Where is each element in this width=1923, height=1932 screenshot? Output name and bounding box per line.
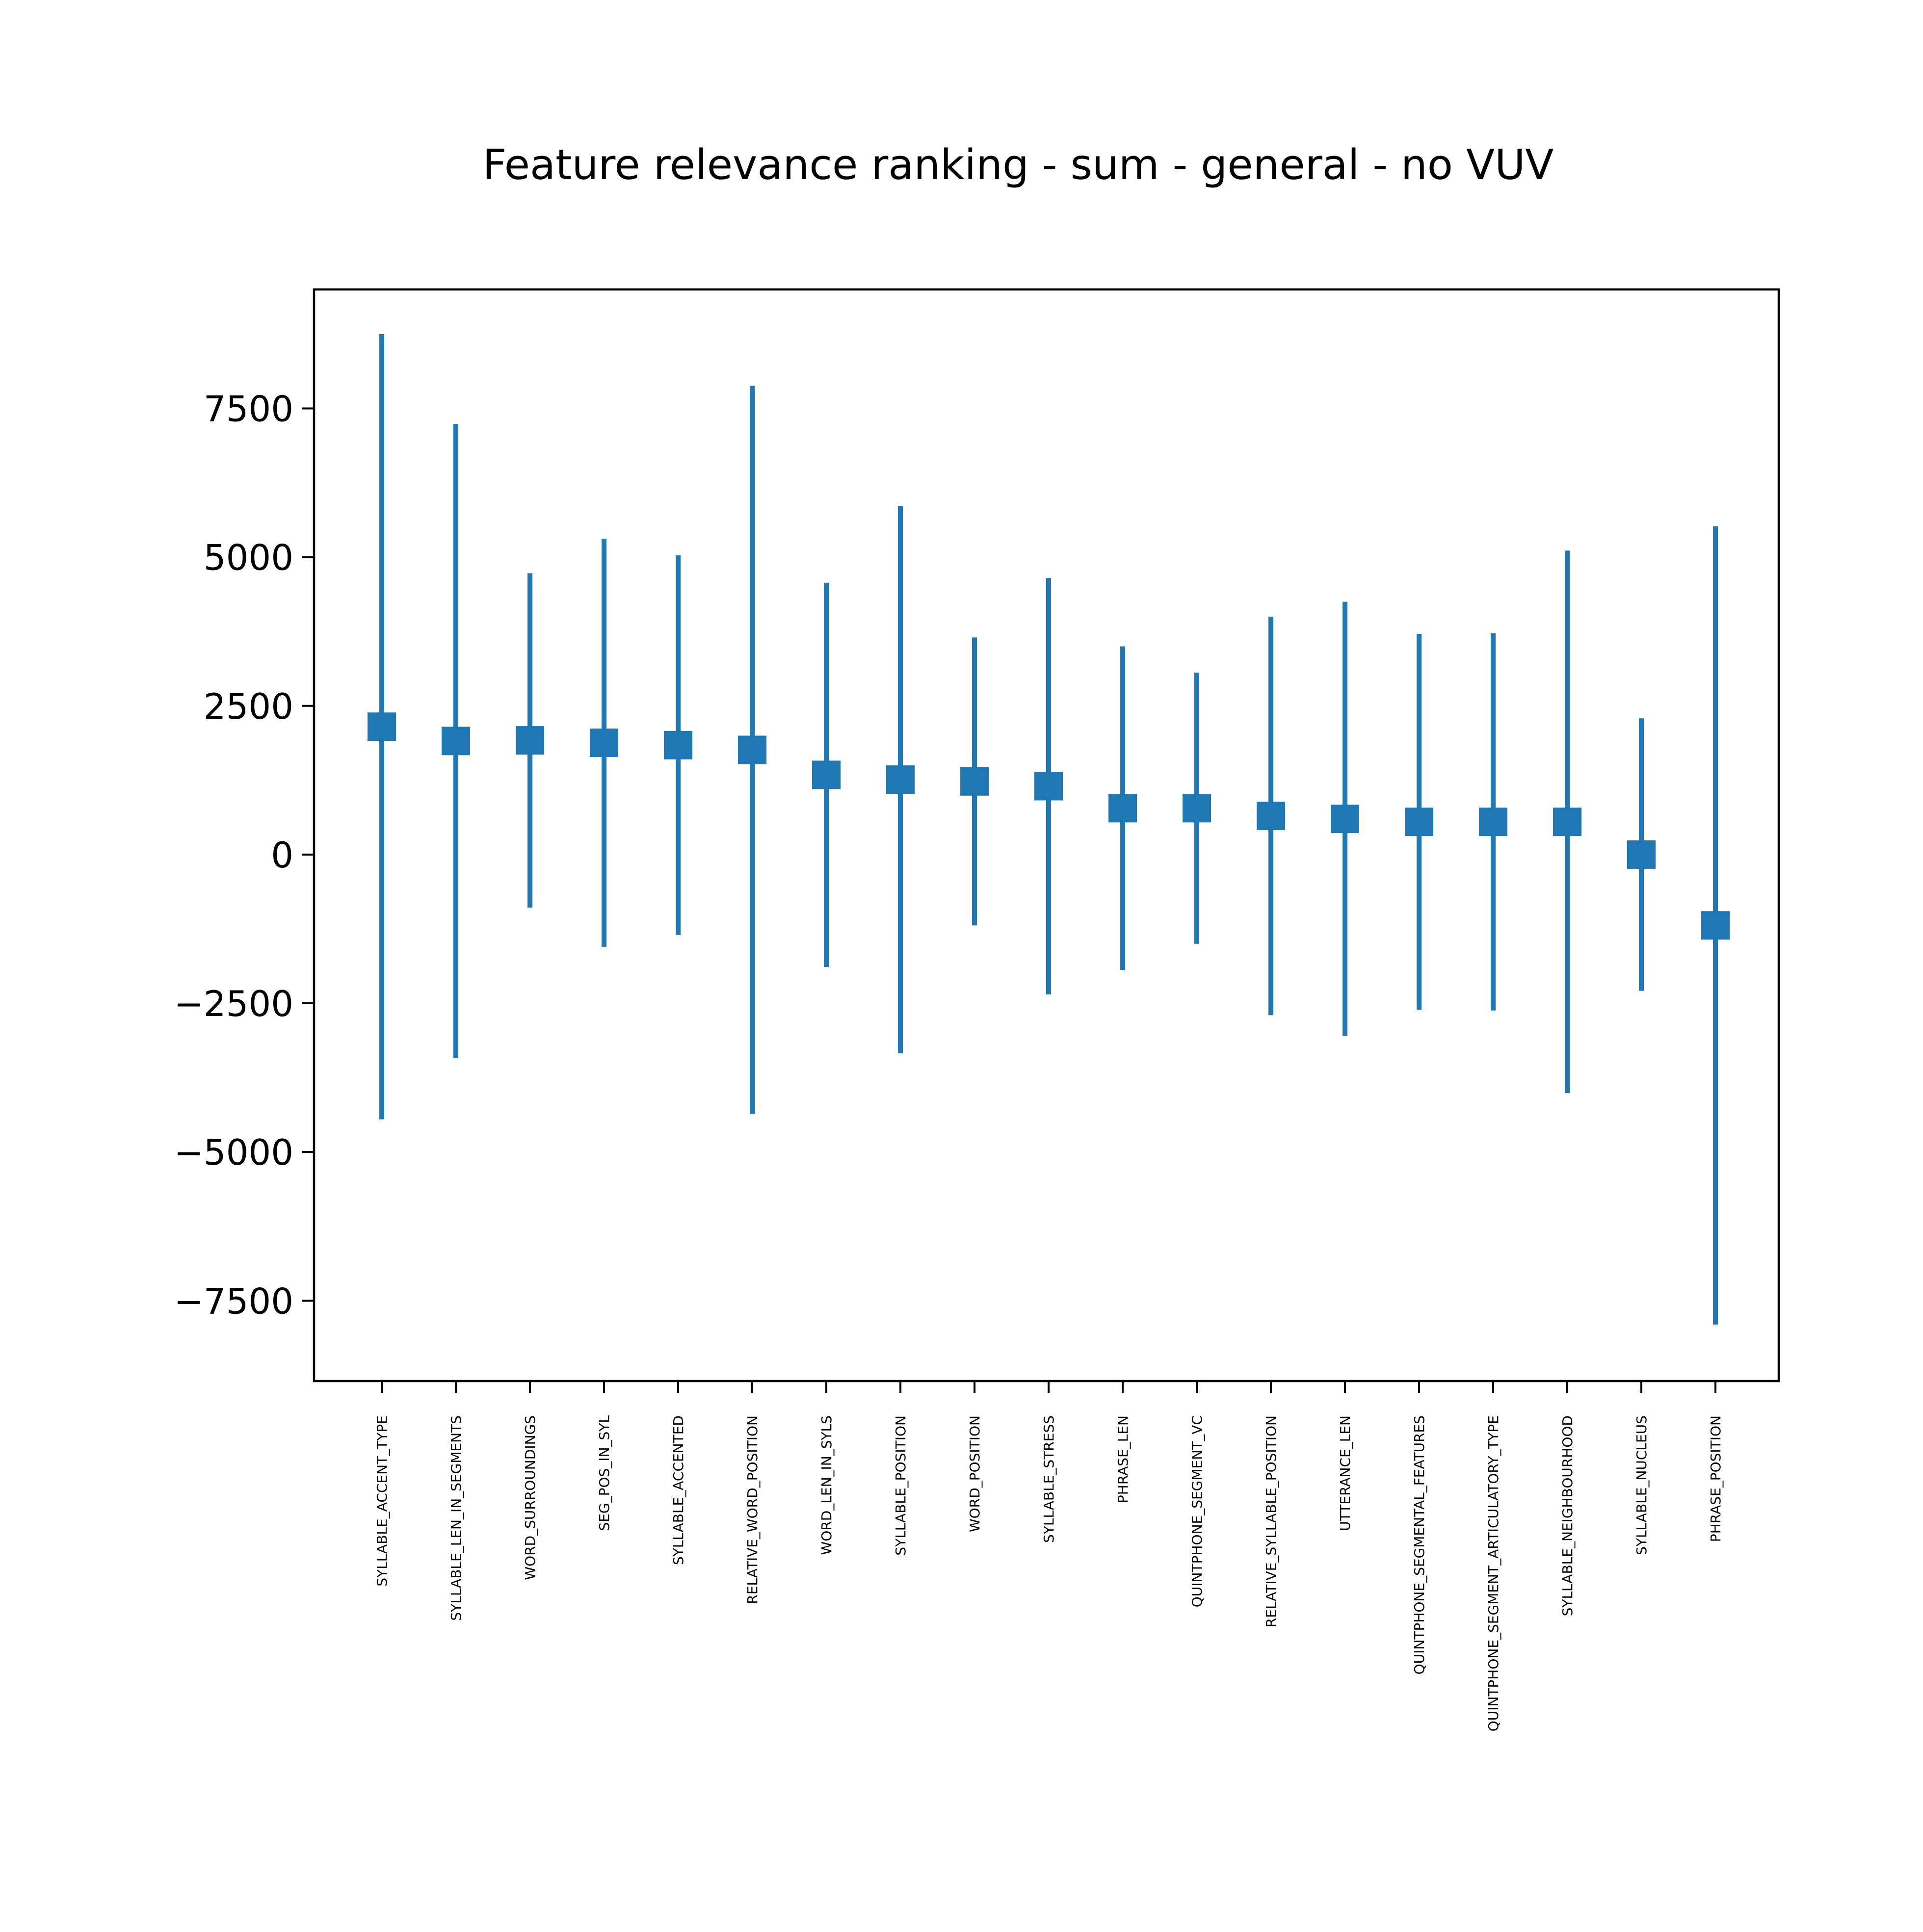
x-tick-label: WORD_SURROUNDINGS xyxy=(522,1415,538,1580)
y-tick-label: 0 xyxy=(271,835,293,876)
x-tick-label: SYLLABLE_NEIGHBOURHOOD xyxy=(1559,1415,1576,1616)
x-tick-label: PHRASE_LEN xyxy=(1115,1415,1131,1503)
chart-title: Feature relevance ranking - sum - genera… xyxy=(483,141,1554,189)
data-point xyxy=(1257,802,1285,831)
plot-area: 7500 5000 2500 0 −2500 −5000 −7500 SYLLABLE_ACC… xyxy=(174,334,1730,1731)
data-point xyxy=(1701,911,1730,940)
data-point xyxy=(664,731,692,759)
data-point xyxy=(1405,808,1433,836)
x-tick-label: WORD_POSITION xyxy=(967,1415,983,1532)
x-tick-label: RELATIVE_SYLLABLE_POSITION xyxy=(1263,1415,1279,1627)
x-tick-label: WORD_LEN_IN_SYLS xyxy=(818,1415,835,1555)
x-tick-label: SYLLABLE_ACCENT_TYPE xyxy=(374,1415,390,1587)
y-tick-label: −7500 xyxy=(174,1280,293,1322)
data-point xyxy=(1183,794,1211,823)
axes-frame xyxy=(313,288,1780,1383)
y-tick-label: −2500 xyxy=(174,983,293,1024)
data-point xyxy=(886,765,915,794)
x-tick-label: QUINTPHONE_SEGMENT_VC xyxy=(1189,1415,1205,1607)
x-tick-label: SYLLABLE_NUCLEUS xyxy=(1633,1415,1650,1555)
x-tick-label: SYLLABLE_ACCENTED xyxy=(670,1415,686,1565)
data-point xyxy=(1627,840,1656,869)
data-point xyxy=(1034,772,1063,801)
data-point xyxy=(1479,808,1507,836)
y-tick-label: −5000 xyxy=(174,1132,293,1173)
data-point xyxy=(1331,805,1359,834)
x-tick-label: SEG_POS_IN_SYL xyxy=(596,1415,612,1531)
data-point xyxy=(1108,794,1137,823)
data-point xyxy=(368,712,396,741)
y-tick-label: 5000 xyxy=(204,537,293,578)
data-point xyxy=(960,767,989,796)
data-point xyxy=(590,728,618,757)
data-point xyxy=(738,735,766,764)
y-tick-label: 2500 xyxy=(204,686,293,727)
x-tick-label: SYLLABLE_STRESS xyxy=(1041,1415,1057,1543)
x-tick-label: SYLLABLE_POSITION xyxy=(893,1415,909,1556)
data-point xyxy=(812,760,841,789)
x-tick-label: QUINTPHONE_SEGMENTAL_FEATURES xyxy=(1411,1415,1427,1674)
data-point xyxy=(516,726,544,755)
data-point xyxy=(1553,808,1581,836)
x-tick-label: PHRASE_POSITION xyxy=(1708,1415,1724,1542)
y-tick-label: 7500 xyxy=(204,389,293,430)
x-tick-label: RELATIVE_WORD_POSITION xyxy=(744,1415,761,1604)
x-tick-label: SYLLABLE_LEN_IN_SEGMENTS xyxy=(448,1415,464,1621)
data-point xyxy=(442,727,470,756)
x-tick-label: QUINTPHONE_SEGMENT_ARTICULATORY_TYPE xyxy=(1485,1415,1502,1731)
x-tick-label: UTTERANCE_LEN xyxy=(1337,1415,1353,1531)
